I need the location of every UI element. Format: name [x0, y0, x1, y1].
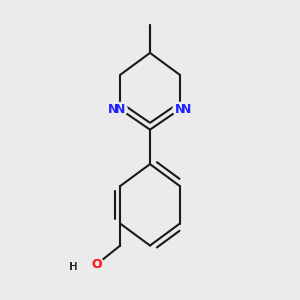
Text: N: N	[108, 103, 119, 116]
Text: H: H	[70, 262, 77, 272]
Circle shape	[90, 257, 104, 271]
Text: N: N	[115, 103, 125, 116]
Text: N: N	[181, 103, 192, 116]
Circle shape	[173, 102, 187, 116]
Text: H: H	[69, 262, 77, 272]
Text: O: O	[92, 258, 102, 271]
Circle shape	[113, 102, 127, 116]
Text: O: O	[92, 258, 102, 271]
Text: N: N	[175, 103, 185, 116]
